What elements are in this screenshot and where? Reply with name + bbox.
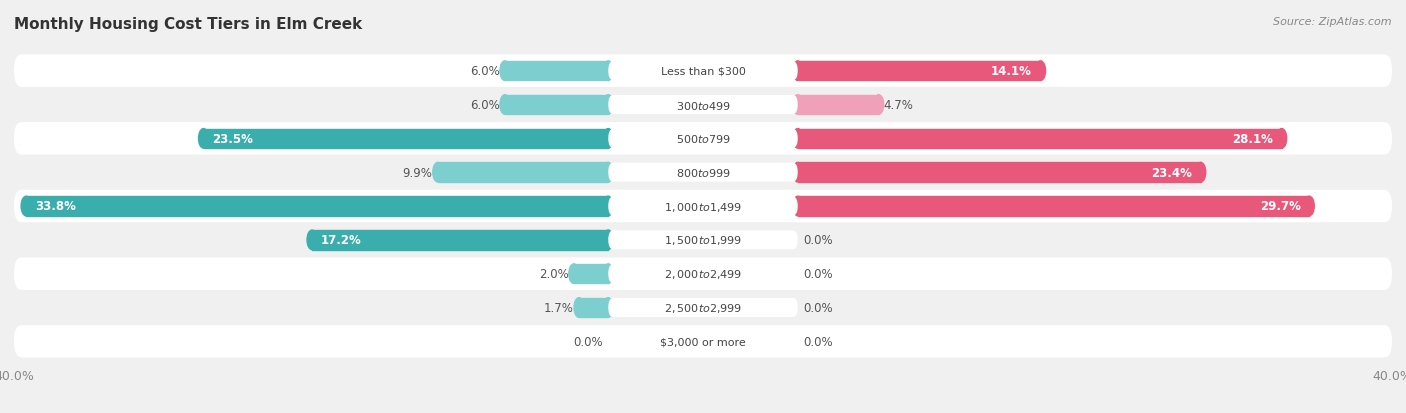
FancyBboxPatch shape xyxy=(609,298,797,317)
Text: $1,500 to $1,999: $1,500 to $1,999 xyxy=(664,234,742,247)
Text: 23.5%: 23.5% xyxy=(212,133,253,145)
Circle shape xyxy=(1195,163,1206,183)
Text: $3,000 or more: $3,000 or more xyxy=(661,337,745,347)
Text: 29.7%: 29.7% xyxy=(1260,200,1301,213)
Bar xyxy=(505,95,609,115)
FancyBboxPatch shape xyxy=(609,265,797,283)
Bar xyxy=(27,197,609,216)
Text: 17.2%: 17.2% xyxy=(321,234,361,247)
Text: $2,000 to $2,499: $2,000 to $2,499 xyxy=(664,268,742,280)
Circle shape xyxy=(574,298,583,318)
Circle shape xyxy=(793,95,803,115)
Circle shape xyxy=(603,62,613,81)
FancyBboxPatch shape xyxy=(14,224,1392,256)
Text: 0.0%: 0.0% xyxy=(803,335,832,348)
FancyBboxPatch shape xyxy=(14,157,1392,189)
FancyBboxPatch shape xyxy=(609,62,797,81)
Bar xyxy=(437,163,609,183)
Circle shape xyxy=(307,230,316,250)
Text: 6.0%: 6.0% xyxy=(470,65,499,78)
Circle shape xyxy=(793,197,803,216)
Circle shape xyxy=(569,264,579,284)
Circle shape xyxy=(501,95,510,115)
Text: 33.8%: 33.8% xyxy=(35,200,76,213)
Circle shape xyxy=(433,163,443,183)
Text: 0.0%: 0.0% xyxy=(803,234,832,247)
Text: 0.0%: 0.0% xyxy=(803,268,832,280)
Circle shape xyxy=(603,197,613,216)
FancyBboxPatch shape xyxy=(14,325,1392,358)
Circle shape xyxy=(603,129,613,149)
Circle shape xyxy=(1036,62,1046,81)
Text: 23.4%: 23.4% xyxy=(1152,166,1192,179)
Circle shape xyxy=(603,163,613,183)
FancyBboxPatch shape xyxy=(609,130,797,148)
Circle shape xyxy=(1305,197,1315,216)
Bar xyxy=(797,197,1309,216)
Circle shape xyxy=(1277,129,1286,149)
Circle shape xyxy=(603,264,613,284)
FancyBboxPatch shape xyxy=(609,197,797,216)
FancyBboxPatch shape xyxy=(609,163,797,182)
Circle shape xyxy=(603,95,613,115)
Bar xyxy=(579,298,609,318)
Bar xyxy=(574,264,609,284)
Text: 28.1%: 28.1% xyxy=(1232,133,1272,145)
FancyBboxPatch shape xyxy=(14,258,1392,290)
FancyBboxPatch shape xyxy=(14,292,1392,324)
Text: $2,500 to $2,999: $2,500 to $2,999 xyxy=(664,301,742,314)
Text: $300 to $499: $300 to $499 xyxy=(675,99,731,111)
Text: 9.9%: 9.9% xyxy=(402,166,433,179)
Circle shape xyxy=(793,129,803,149)
FancyBboxPatch shape xyxy=(14,89,1392,121)
Text: Source: ZipAtlas.com: Source: ZipAtlas.com xyxy=(1274,17,1392,26)
Text: 1.7%: 1.7% xyxy=(544,301,574,314)
Bar xyxy=(797,62,1040,81)
Circle shape xyxy=(603,230,613,250)
Text: Monthly Housing Cost Tiers in Elm Creek: Monthly Housing Cost Tiers in Elm Creek xyxy=(14,17,363,31)
Text: 0.0%: 0.0% xyxy=(803,301,832,314)
Bar xyxy=(797,95,879,115)
Bar xyxy=(204,129,609,149)
Circle shape xyxy=(198,129,208,149)
Circle shape xyxy=(793,163,803,183)
Text: 2.0%: 2.0% xyxy=(538,268,568,280)
Text: 6.0%: 6.0% xyxy=(470,99,499,112)
Bar xyxy=(505,62,609,81)
Text: Less than $300: Less than $300 xyxy=(661,66,745,76)
FancyBboxPatch shape xyxy=(14,123,1392,155)
Text: $800 to $999: $800 to $999 xyxy=(675,167,731,179)
FancyBboxPatch shape xyxy=(14,55,1392,88)
Text: 0.0%: 0.0% xyxy=(574,335,603,348)
Bar xyxy=(797,163,1201,183)
Circle shape xyxy=(873,95,884,115)
Bar xyxy=(797,129,1282,149)
Circle shape xyxy=(603,298,613,318)
Text: $500 to $799: $500 to $799 xyxy=(675,133,731,145)
Circle shape xyxy=(793,62,803,81)
FancyBboxPatch shape xyxy=(609,231,797,250)
Circle shape xyxy=(21,197,31,216)
FancyBboxPatch shape xyxy=(609,96,797,115)
Bar xyxy=(312,230,609,250)
FancyBboxPatch shape xyxy=(14,190,1392,223)
FancyBboxPatch shape xyxy=(609,332,797,351)
Circle shape xyxy=(501,62,510,81)
Text: $1,000 to $1,499: $1,000 to $1,499 xyxy=(664,200,742,213)
Text: 14.1%: 14.1% xyxy=(991,65,1032,78)
Text: 4.7%: 4.7% xyxy=(884,99,914,112)
